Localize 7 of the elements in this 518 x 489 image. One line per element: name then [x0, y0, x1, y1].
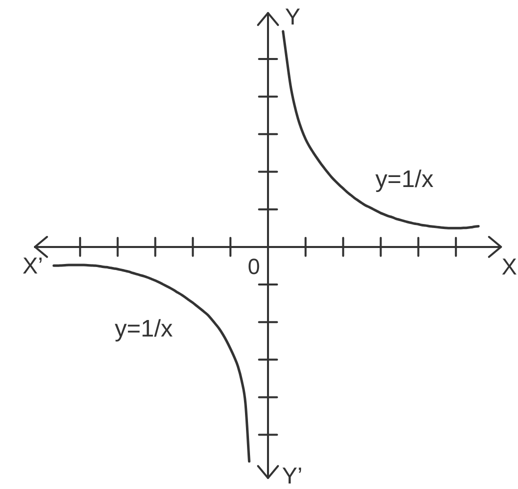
- annotation: 0: [248, 254, 260, 279]
- y-axis-title: Y: [285, 3, 300, 30]
- annotation: X’: [22, 252, 43, 279]
- x-axis-title: X: [502, 254, 517, 280]
- text: Y’: [282, 462, 302, 488]
- series-label: y=1/x: [375, 166, 434, 193]
- series-label: y=1/x: [114, 315, 173, 342]
